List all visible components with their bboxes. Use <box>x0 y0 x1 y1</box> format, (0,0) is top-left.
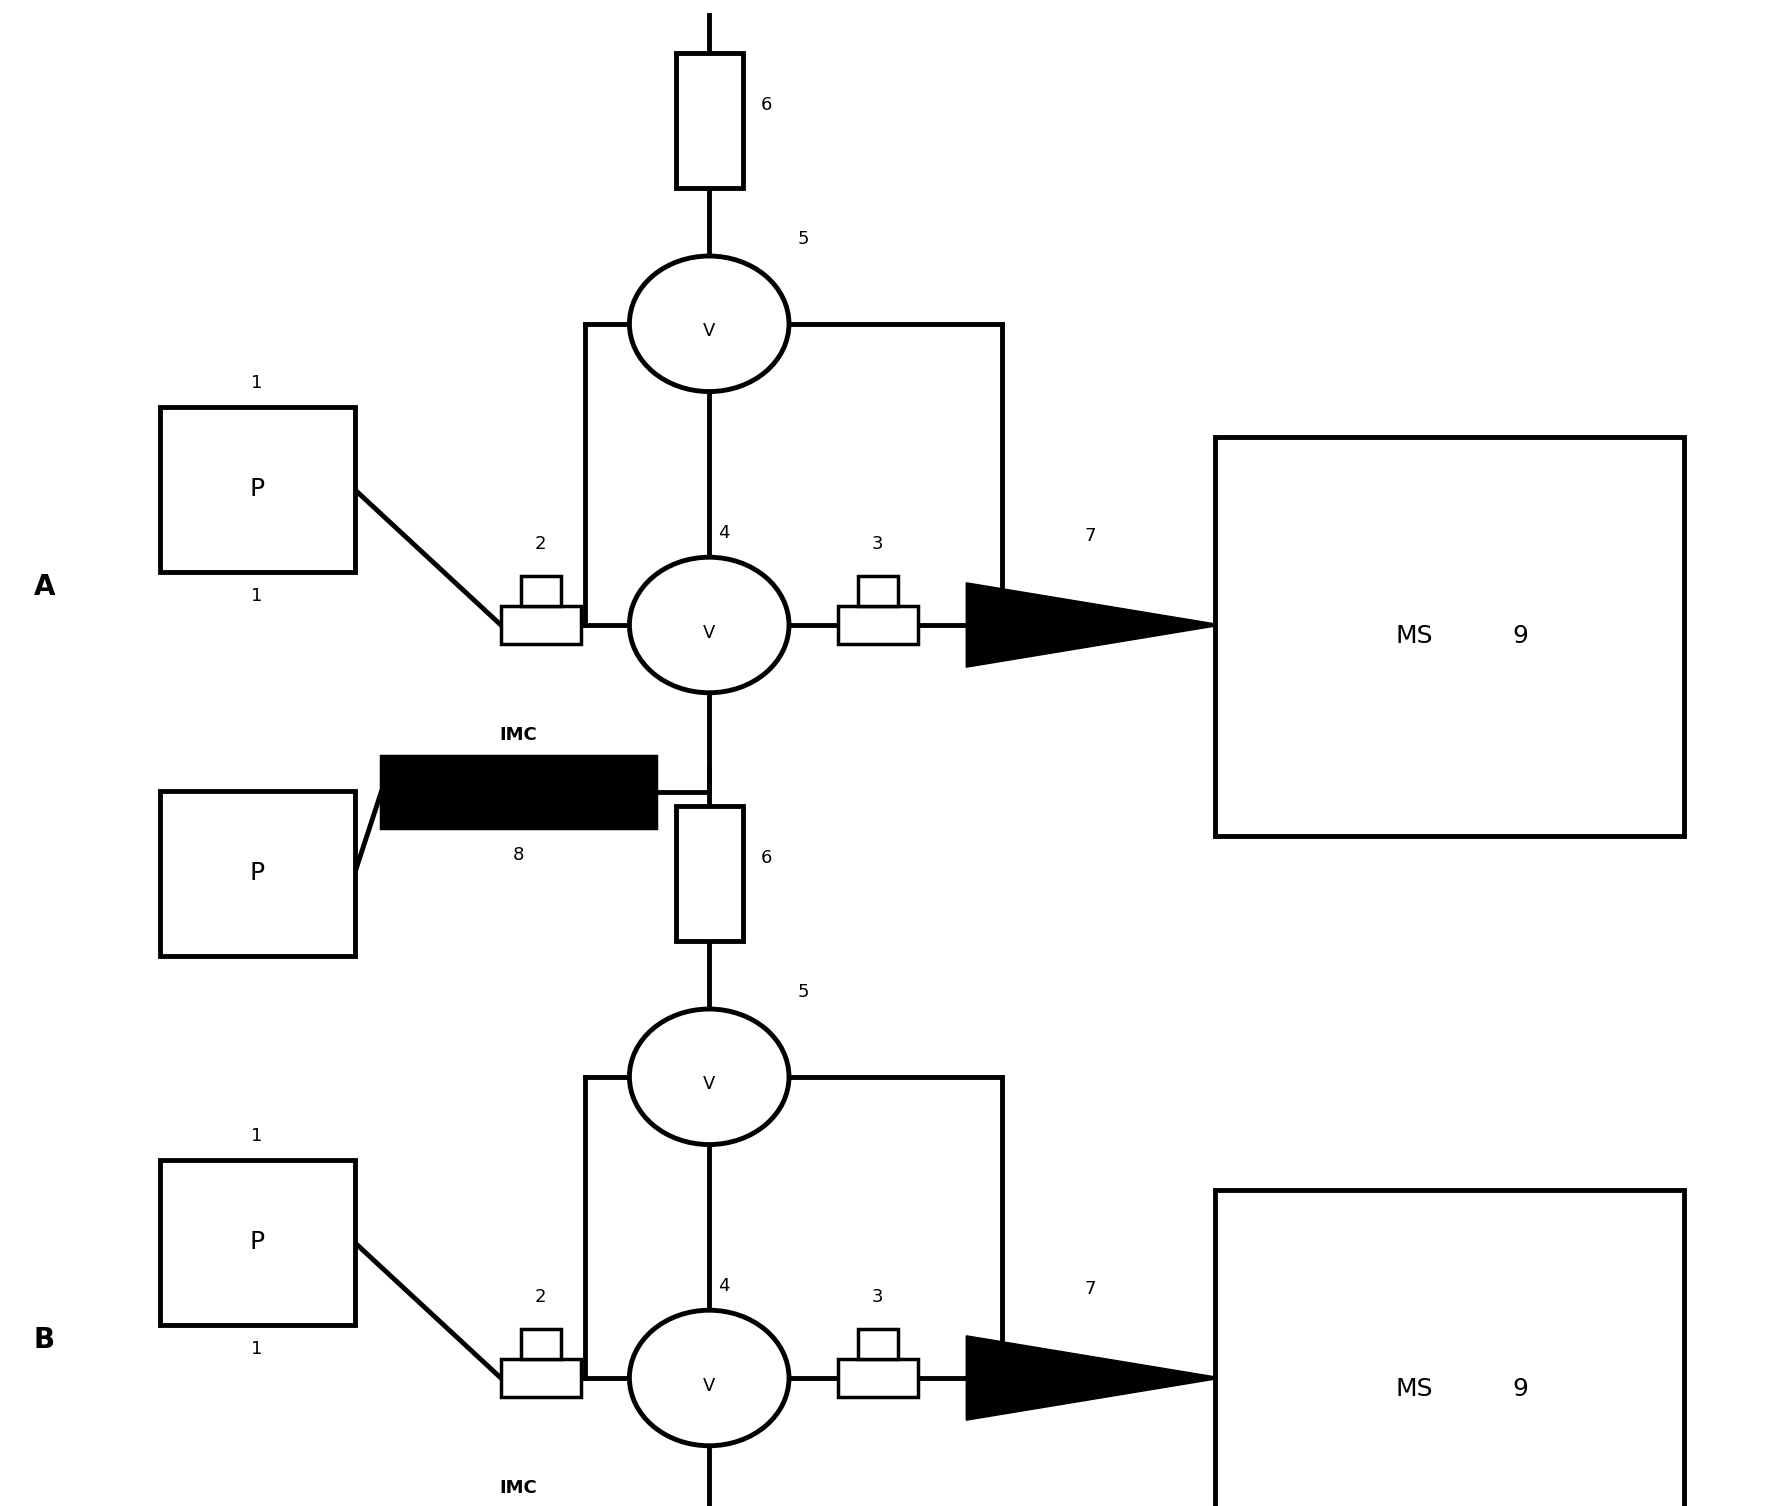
Text: 1: 1 <box>252 1126 262 1145</box>
Bar <box>160 791 355 956</box>
Bar <box>500 1358 580 1398</box>
Text: 2: 2 <box>535 536 546 554</box>
Circle shape <box>629 256 789 392</box>
Bar <box>160 1160 355 1325</box>
Bar <box>858 577 897 607</box>
Bar <box>160 407 355 572</box>
Bar <box>839 605 918 645</box>
Text: 3: 3 <box>872 1289 883 1306</box>
Text: MS: MS <box>1395 625 1433 648</box>
Bar <box>500 605 580 645</box>
Bar <box>1215 1190 1684 1506</box>
Text: B: B <box>34 1327 55 1354</box>
Bar <box>521 1330 560 1358</box>
Text: A: A <box>34 574 55 601</box>
Text: 2: 2 <box>535 1289 546 1306</box>
Text: 1: 1 <box>252 587 262 605</box>
Text: 4: 4 <box>718 1277 729 1295</box>
Text: V: V <box>704 623 715 642</box>
Bar <box>1215 437 1684 836</box>
Bar <box>858 1330 897 1358</box>
Text: P: P <box>250 861 264 886</box>
Bar <box>676 53 743 188</box>
Text: 7: 7 <box>1085 527 1096 545</box>
Circle shape <box>629 1009 789 1145</box>
Bar <box>676 806 743 941</box>
Text: 1: 1 <box>252 1340 262 1358</box>
Text: 4: 4 <box>718 524 729 542</box>
Bar <box>381 756 656 828</box>
Text: 3: 3 <box>872 536 883 554</box>
Text: 8: 8 <box>512 846 525 864</box>
Text: MS: MS <box>1395 1378 1433 1401</box>
Text: IMC: IMC <box>500 726 537 744</box>
Text: 9: 9 <box>1512 1378 1528 1401</box>
Bar <box>839 1358 918 1398</box>
Text: 6: 6 <box>761 96 771 114</box>
Text: V: V <box>704 1376 715 1395</box>
Text: 6: 6 <box>761 849 771 867</box>
Text: IMC: IMC <box>500 1479 537 1497</box>
Circle shape <box>629 557 789 693</box>
Text: V: V <box>704 1075 715 1093</box>
Polygon shape <box>966 1336 1215 1420</box>
Text: 5: 5 <box>798 983 808 1001</box>
Text: 5: 5 <box>798 230 808 248</box>
Text: 9: 9 <box>1512 625 1528 648</box>
Polygon shape <box>966 583 1215 667</box>
Text: V: V <box>704 322 715 340</box>
Text: P: P <box>250 1230 264 1254</box>
Circle shape <box>629 1310 789 1446</box>
Text: 7: 7 <box>1085 1280 1096 1298</box>
Bar <box>521 577 560 607</box>
Text: 1: 1 <box>252 373 262 392</box>
Text: P: P <box>250 477 264 501</box>
